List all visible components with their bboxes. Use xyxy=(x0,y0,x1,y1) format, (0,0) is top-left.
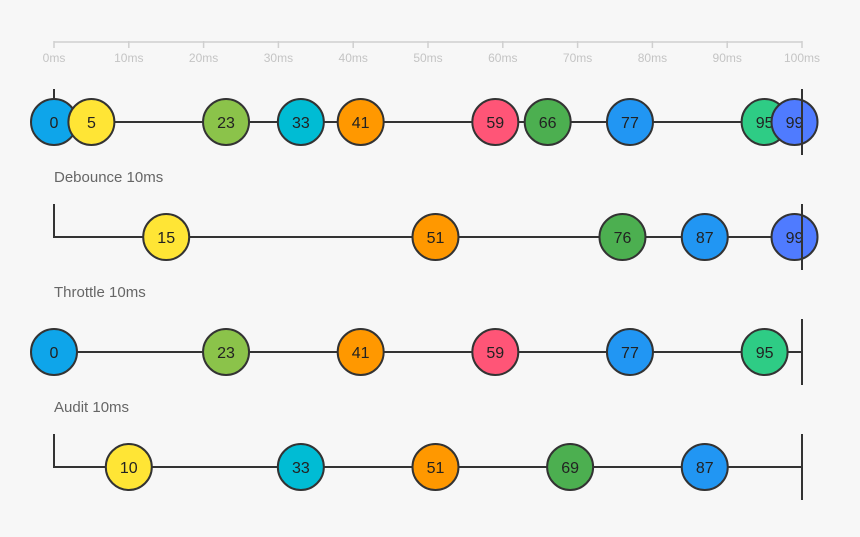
marble-circle xyxy=(104,443,153,491)
marble: 51 xyxy=(411,213,460,261)
axis-tick-label: 70ms xyxy=(563,51,592,65)
marble-value: 51 xyxy=(427,230,445,247)
timeline-label: Audit 10ms xyxy=(54,399,129,416)
marble: 41 xyxy=(336,328,385,376)
marble-value: 0 xyxy=(50,115,59,132)
marble: 66 xyxy=(523,98,572,146)
marble-circle xyxy=(680,213,729,261)
marble-circle xyxy=(411,443,460,491)
marble-value: 41 xyxy=(352,345,370,362)
marble-circle xyxy=(598,213,647,261)
marble: 99 xyxy=(770,98,819,146)
marble-value: 0 xyxy=(50,345,59,362)
marble-value: 76 xyxy=(614,230,632,247)
axis-tick-label: 60ms xyxy=(488,51,517,65)
marble: 77 xyxy=(605,98,654,146)
marble-circle xyxy=(770,213,819,261)
marble-value: 95 xyxy=(756,115,774,132)
marble: 51 xyxy=(411,443,460,491)
marble-value: 87 xyxy=(696,460,714,477)
marble-circle xyxy=(142,213,191,261)
marble: 77 xyxy=(605,328,654,376)
marble-circle xyxy=(770,98,819,146)
marble-circle xyxy=(202,328,251,376)
axis-tick-label: 50ms xyxy=(413,51,442,65)
marble: 69 xyxy=(546,443,595,491)
marble-circle xyxy=(336,98,385,146)
marble-value: 59 xyxy=(486,345,504,362)
timeline-audit: Audit 10ms 10 33 51 69 87 xyxy=(53,399,803,500)
marble: 0 xyxy=(30,328,78,376)
marble-circle xyxy=(276,98,325,146)
marble-value: 77 xyxy=(621,115,639,132)
marble-value: 51 xyxy=(427,460,445,477)
marble-value: 66 xyxy=(539,115,557,132)
marble-value: 99 xyxy=(786,115,804,132)
marble-circle xyxy=(471,98,520,146)
marble-value: 77 xyxy=(621,345,639,362)
timeline-throttle: Throttle 10ms 0 23 41 59 77 95 xyxy=(30,284,803,385)
marble: 59 xyxy=(471,328,520,376)
marble: 0 xyxy=(30,98,78,146)
marble-circle xyxy=(67,98,116,146)
marble-value: 69 xyxy=(561,460,579,477)
marble-value: 10 xyxy=(120,460,138,477)
marble: 87 xyxy=(680,213,729,261)
timelines: 0 5 23 33 41 59 66 77 95 99 Debounce 10ms 15 51 76 87 9… xyxy=(30,89,819,500)
marble-circle xyxy=(605,328,654,376)
axis-tick-label: 100ms xyxy=(784,51,820,65)
marble-circle xyxy=(740,328,789,376)
marble: 33 xyxy=(276,98,325,146)
axis-tick-label: 20ms xyxy=(189,51,218,65)
marble-value: 5 xyxy=(87,115,96,132)
marble-value: 23 xyxy=(217,115,235,132)
axis-tick-label: 10ms xyxy=(114,51,143,65)
marble-circle xyxy=(30,328,78,376)
marble: 99 xyxy=(770,213,819,261)
marble-circle xyxy=(336,328,385,376)
marble-value: 23 xyxy=(217,345,235,362)
marble-value: 99 xyxy=(786,230,804,247)
marble-circle xyxy=(680,443,729,491)
axis-tick-label: 40ms xyxy=(339,51,368,65)
time-axis: 0ms 10ms 20ms 30ms 40ms 50ms 60ms 70ms 80ms 90ms 1… xyxy=(43,41,820,65)
marble-circle xyxy=(523,98,572,146)
marble: 23 xyxy=(202,98,251,146)
marble-value: 41 xyxy=(352,115,370,132)
marble: 59 xyxy=(471,98,520,146)
timeline-debounce: Debounce 10ms 15 51 76 87 99 xyxy=(53,169,819,270)
marble: 23 xyxy=(202,328,251,376)
marble: 33 xyxy=(276,443,325,491)
marble: 87 xyxy=(680,443,729,491)
marble: 15 xyxy=(142,213,191,261)
marble: 5 xyxy=(67,98,116,146)
marble-value: 33 xyxy=(292,460,310,477)
marble: 41 xyxy=(336,98,385,146)
marble-circle xyxy=(471,328,520,376)
marble-circle xyxy=(276,443,325,491)
timeline-label: Throttle 10ms xyxy=(54,284,146,301)
marble-value: 15 xyxy=(157,230,175,247)
marble-value: 59 xyxy=(486,115,504,132)
axis-tick-label: 30ms xyxy=(264,51,293,65)
marble-value: 95 xyxy=(756,345,774,362)
timeline-label: Debounce 10ms xyxy=(54,169,163,186)
marble-circle xyxy=(202,98,251,146)
marble-value: 33 xyxy=(292,115,310,132)
marble: 95 xyxy=(740,328,789,376)
axis-tick-label: 90ms xyxy=(713,51,742,65)
marble: 76 xyxy=(598,213,647,261)
axis-tick-label: 80ms xyxy=(638,51,667,65)
timeline-source: 0 5 23 33 41 59 66 77 95 99 xyxy=(30,89,819,155)
axis-tick-label: 0ms xyxy=(43,51,66,65)
marble-circle xyxy=(411,213,460,261)
marble-circle xyxy=(546,443,595,491)
marble-value: 87 xyxy=(696,230,714,247)
marble-circle xyxy=(605,98,654,146)
marble: 10 xyxy=(104,443,153,491)
